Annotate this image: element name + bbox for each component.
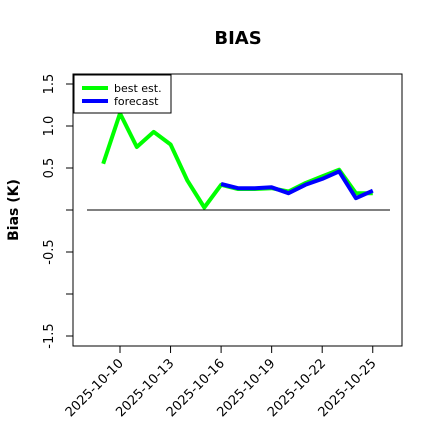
legend-label: best est. bbox=[114, 82, 162, 95]
y-tick-label: -0.5 bbox=[42, 239, 57, 264]
series-line-best-est bbox=[101, 111, 373, 210]
legend: best est.forecast bbox=[73, 74, 172, 114]
series-line-forecast bbox=[220, 169, 374, 201]
y-tick-label: 1.0 bbox=[42, 116, 57, 137]
y-axis: -1.5 -0.5 0.5 1.0 1.5 bbox=[42, 74, 73, 349]
y-tick-label: -1.5 bbox=[42, 323, 57, 348]
legend-box bbox=[73, 74, 172, 114]
y-tick-label: 0.5 bbox=[42, 158, 57, 179]
y-axis-label: Bias (K) bbox=[6, 179, 22, 241]
chart-title: BIAS bbox=[214, 28, 261, 49]
legend-label: forecast bbox=[114, 95, 159, 108]
series-layer bbox=[101, 111, 374, 210]
x-axis: 2025-10-102025-10-132025-10-162025-10-19… bbox=[63, 346, 380, 420]
y-tick-label: 1.5 bbox=[42, 74, 57, 95]
